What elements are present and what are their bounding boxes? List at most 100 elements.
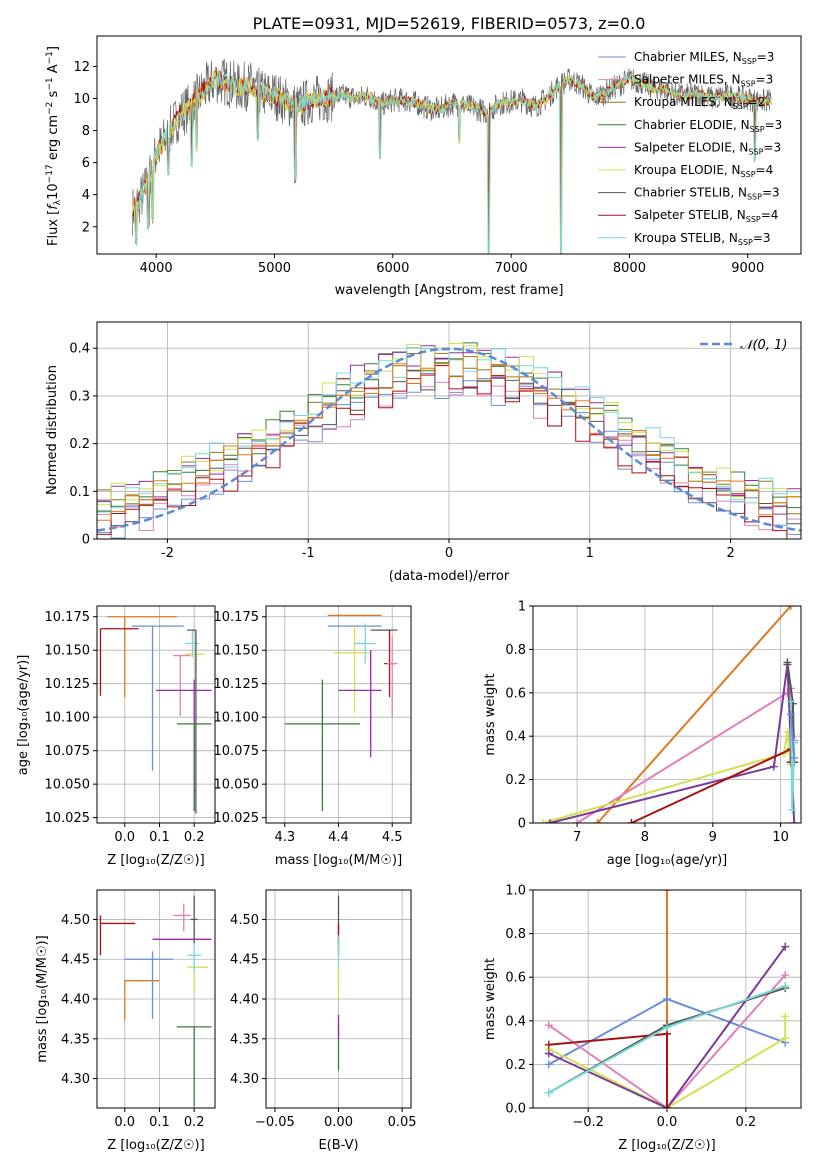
y-tick-label: 10.175	[214, 610, 260, 625]
x-tick-label: 0.0	[114, 830, 135, 845]
histogram-series	[97, 356, 801, 526]
y-axis-label: Flux [fλ10−17 erg cm−2 s−1 A−1]	[45, 46, 63, 246]
y-tick-label: 2	[82, 220, 90, 235]
y-tick-label: 10.050	[45, 778, 91, 793]
x-tick-label: 7000	[495, 261, 528, 276]
weight-series	[596, 606, 792, 823]
y-tick-label: 0	[82, 533, 90, 548]
x-tick-label: 4.4	[328, 830, 349, 845]
y-tick-label: 0.0	[505, 1102, 526, 1117]
weight-marker	[781, 981, 790, 990]
y-tick-label: 10.075	[45, 744, 91, 759]
errorbars	[284, 614, 398, 811]
y-tick-label: 4.45	[61, 953, 90, 968]
weight-series	[630, 747, 792, 823]
y-tick-label: 4.35	[230, 1032, 259, 1047]
x-tick-label: −0.05	[255, 1115, 295, 1130]
weight-series	[548, 1032, 668, 1108]
x-tick-label: 0.0	[657, 1115, 678, 1130]
errorbars	[99, 895, 212, 1107]
y-tick-label: 0.1	[69, 485, 90, 500]
y-axis-label: mass [log₁₀(M/M☉)]	[35, 935, 50, 1062]
weight-marker	[544, 1021, 553, 1030]
spectrum-lines	[132, 58, 772, 254]
y-tick-label: 10.175	[45, 610, 91, 625]
weight-marker	[790, 819, 799, 823]
axes-frame	[96, 605, 216, 824]
weight-marker	[781, 1012, 790, 1021]
y-tick-label: 10.150	[45, 644, 91, 659]
weight-marker	[781, 1034, 790, 1043]
x-tick-label: 9	[709, 830, 717, 845]
x-tick-label: 2	[726, 546, 734, 561]
y-tick-label: 4.40	[61, 993, 90, 1008]
y-tick-label: 1.0	[505, 884, 526, 899]
y-axis-label: age [log₁₀(age/yr)]	[16, 655, 31, 776]
weight-series	[549, 664, 796, 823]
legend-label: Salpeter MILES, NSSP=3	[634, 73, 773, 89]
weight-marker	[786, 606, 795, 610]
y-tick-label: 4.40	[230, 993, 259, 1008]
x-tick-label: 5000	[258, 261, 291, 276]
x-tick-label: 0.1	[149, 1115, 170, 1130]
y-tick-label: 0.4	[505, 730, 526, 745]
x-tick-label: 0.05	[388, 1115, 417, 1130]
weight-marker	[786, 697, 795, 706]
weight-marker	[627, 819, 636, 823]
y-tick-label: 0.2	[505, 773, 526, 788]
x-axis-label: Z [log₁₀(Z/Z☉)]	[107, 1138, 204, 1153]
y-axis-label: mass weight	[483, 958, 498, 1040]
y-tick-label: 10.150	[214, 644, 260, 659]
mass-vs-Z-panel: 0.0 0.1 0.2 4.30 4.35 4.40 4.45 4.50 Z [log₁₀(Z/…	[35, 889, 216, 1153]
x-tick-label: 0.1	[149, 830, 170, 845]
legend-label: Kroupa STELIB, NSSP=3	[634, 231, 771, 247]
spectrum-panel: 4000 5000 6000 7000 8000 9000 2 4 6 8 10 12 waveleng…	[45, 35, 802, 298]
x-tick-label: 10	[772, 830, 789, 845]
legend-label: Kroupa MILES, NSSP=2	[634, 95, 765, 111]
x-tick-label: 6000	[376, 261, 409, 276]
y-tick-label: 4.30	[61, 1072, 90, 1087]
y-tick-label: 0.4	[505, 1014, 526, 1029]
weight-marker	[783, 688, 792, 697]
y-axis-label: Normed distribution	[45, 365, 60, 495]
x-axis-label: age [log₁₀(age/yr)]	[607, 853, 728, 868]
weight-series	[548, 974, 786, 1108]
weight-lines	[544, 890, 790, 1108]
y-tick-label: 1	[518, 600, 526, 615]
x-tick-label: −0.2	[572, 1115, 604, 1130]
weight-marker	[545, 819, 554, 823]
y-tick-label: 8	[82, 124, 90, 139]
weight-vs-Z-panel: −0.2 0.0 0.2 0.0 0.2 0.4 0.6 0.8 1.0 Z [log₁₀(Z/Z…	[483, 884, 802, 1153]
age-vs-Z-panel: 0.0 0.1 0.2 10.025 10.050 10.075 10.100 10.125 1…	[16, 605, 216, 868]
weight-lines	[539, 606, 799, 823]
legend-label: Chabrier MILES, NSSP=3	[634, 50, 774, 66]
mass-vs-ebv-panel: −0.05 0.00 0.05 4.30 4.35 4.40 4.45 4.50 E(B-V)	[230, 889, 417, 1153]
errorbars	[99, 616, 212, 814]
histogram-series	[97, 373, 801, 539]
x-tick-label: 4.5	[382, 830, 403, 845]
y-tick-label: 0.2	[505, 1058, 526, 1073]
y-tick-label: 4	[82, 188, 90, 203]
weight-marker	[663, 995, 671, 1003]
weight-marker	[781, 971, 790, 980]
weight-marker	[544, 1088, 553, 1097]
x-tick-label: -2	[161, 546, 174, 561]
legend-label: Salpeter ELODIE, NSSP=3	[634, 140, 781, 156]
x-tick-label: 0.0	[114, 1115, 135, 1130]
y-tick-label: 10.100	[214, 711, 260, 726]
weight-marker	[544, 1049, 553, 1058]
weight-series	[789, 714, 796, 758]
y-tick-label: 0.8	[505, 643, 526, 658]
x-tick-label: 8000	[613, 261, 646, 276]
x-tick-label: 9000	[731, 261, 764, 276]
y-tick-label: 4.50	[230, 913, 259, 928]
x-tick-label: 8	[641, 830, 649, 845]
weight-marker	[573, 819, 582, 823]
y-tick-label: 0	[518, 817, 526, 832]
figure-title: PLATE=0931, MJD=52619, FIBERID=0573, z=0…	[253, 14, 646, 33]
residuals-panel: -2 -1 0 1 2 0 0.1 0.2 0.3 0.4 (data-model)/error No…	[45, 321, 802, 584]
axes-frame	[96, 35, 802, 255]
weight-marker	[663, 1023, 671, 1032]
weight-marker	[769, 762, 778, 771]
y-tick-label: 0.8	[505, 927, 526, 942]
